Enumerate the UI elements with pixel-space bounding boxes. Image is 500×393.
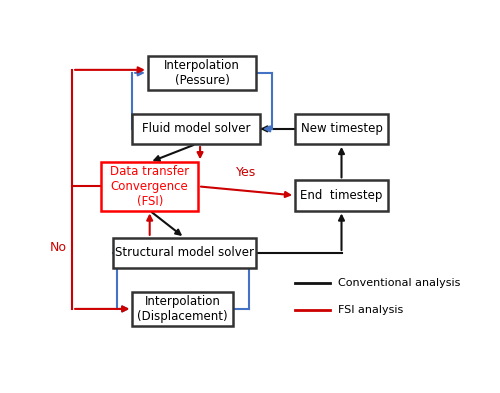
Text: No: No: [50, 241, 66, 254]
Text: Fluid model solver: Fluid model solver: [142, 122, 250, 135]
FancyBboxPatch shape: [295, 114, 388, 144]
Text: End  timestep: End timestep: [300, 189, 382, 202]
Text: Data transfer
Convergence
(FSI): Data transfer Convergence (FSI): [110, 165, 189, 208]
Text: New timestep: New timestep: [300, 122, 382, 135]
Text: Structural model solver: Structural model solver: [115, 246, 254, 259]
FancyBboxPatch shape: [101, 162, 198, 211]
FancyBboxPatch shape: [148, 56, 256, 90]
Text: FSI analysis: FSI analysis: [338, 305, 403, 316]
FancyBboxPatch shape: [132, 292, 233, 325]
Text: Yes: Yes: [236, 166, 256, 179]
FancyBboxPatch shape: [113, 238, 256, 268]
Text: Interpolation
(Pessure): Interpolation (Pessure): [164, 59, 240, 87]
Text: Conventional analysis: Conventional analysis: [338, 278, 460, 288]
FancyBboxPatch shape: [132, 114, 260, 144]
FancyBboxPatch shape: [295, 180, 388, 211]
Text: Interpolation
(Displacement): Interpolation (Displacement): [138, 295, 228, 323]
